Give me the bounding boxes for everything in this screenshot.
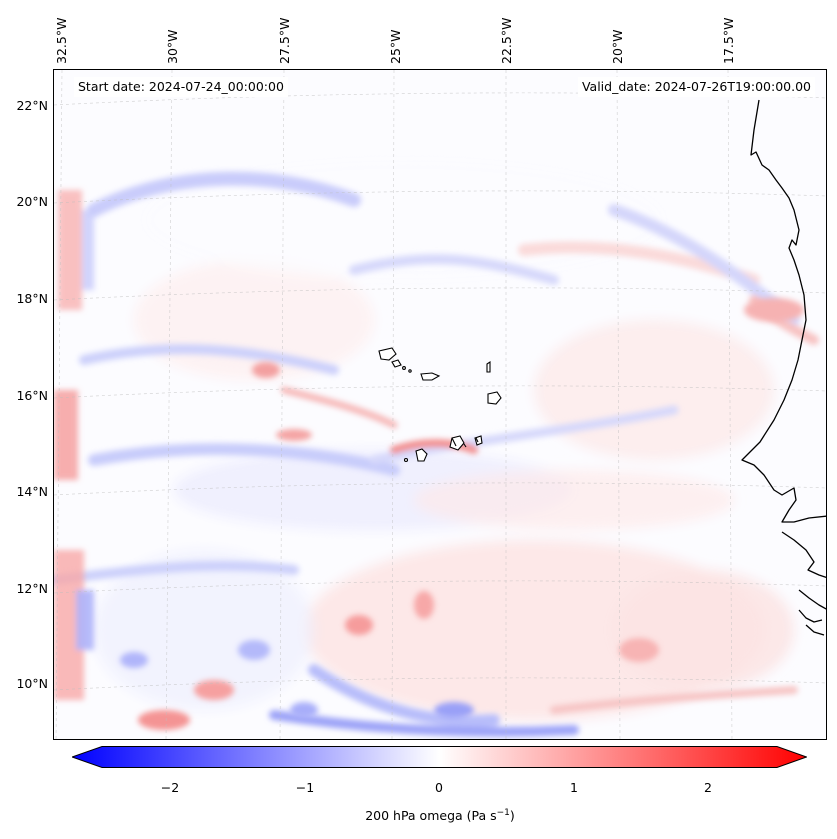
lon-label-20w: 20°W	[610, 29, 625, 64]
gridlines	[54, 70, 826, 739]
colorbar-tick-0: 0	[435, 780, 443, 795]
lon-label-17-5w: 17.5°W	[721, 17, 736, 64]
broad-field-patches	[94, 160, 794, 720]
lat-label-20n: 20°N	[16, 194, 48, 209]
small-cells	[120, 298, 804, 730]
colorbar-label-text: 200 hPa omega (Pa s	[365, 808, 497, 824]
lon-label-30w: 30°W	[165, 29, 180, 64]
cape-verde-islands	[378, 347, 502, 463]
lat-label-22n: 22°N	[16, 98, 48, 113]
colorbar	[72, 746, 807, 768]
lon-label-32-5w: 32.5°W	[54, 17, 69, 64]
colorbar-tick-1: 1	[570, 780, 578, 795]
lat-label-16n: 16°N	[16, 388, 48, 403]
coastline	[741, 99, 826, 636]
colorbar-tick-neg1: −1	[295, 780, 315, 795]
lat-label-18n: 18°N	[16, 291, 48, 306]
colorbar-tick-neg2: −2	[160, 780, 180, 795]
lat-label-10n: 10°N	[16, 676, 48, 691]
colorbar-tick-2: 2	[704, 780, 712, 795]
map-panel	[53, 69, 827, 740]
colorbar-label-exponent: −1	[496, 808, 510, 818]
colorbar-label-close: )	[509, 808, 515, 824]
lat-label-12n: 12°N	[16, 581, 48, 596]
left-edge-strip	[54, 190, 94, 700]
lon-label-22-5w: 22.5°W	[499, 17, 514, 64]
lat-label-14n: 14°N	[16, 484, 48, 499]
valid-date-label: Valid_date: 2024-07-26T19:00:00.00	[577, 77, 815, 97]
start-date-label: Start date: 2024-07-24_00:00:00	[74, 77, 288, 97]
colorbar-label: 200 hPa omega (Pa s−1)	[365, 808, 515, 823]
colorbar-gradient	[72, 746, 807, 768]
omega-field-map	[54, 70, 826, 739]
lon-label-27-5w: 27.5°W	[277, 17, 292, 64]
lon-label-25w: 25°W	[388, 29, 403, 64]
